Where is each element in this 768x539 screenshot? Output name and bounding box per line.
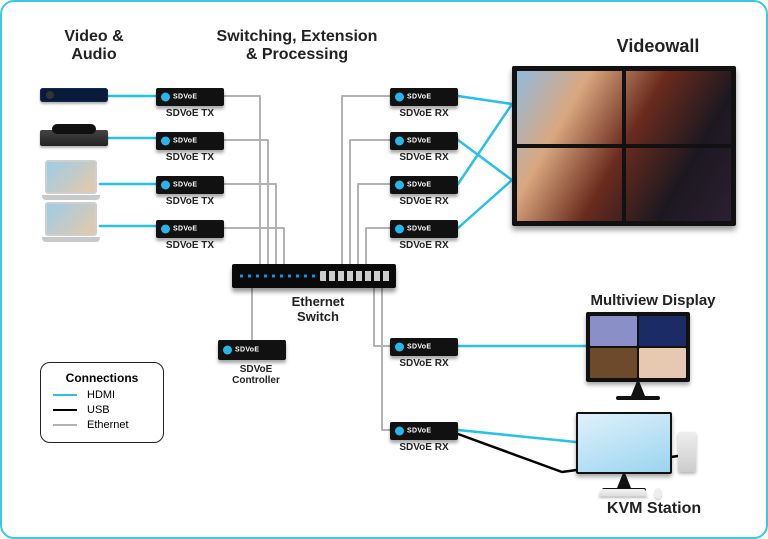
heading: Videowall (598, 36, 718, 57)
legend-row: HDMI (53, 389, 151, 401)
sdvoe-rx-device-label: SDVoE RX (390, 108, 458, 119)
sdvoe-logo-icon (395, 225, 404, 234)
sdvoe-rx-device: SDVoE (390, 422, 458, 440)
legend-row: USB (53, 404, 151, 416)
sdvoe-logo-icon (161, 93, 170, 102)
sdvoe-rx-device-label: SDVoE RX (390, 358, 458, 369)
legend-line (53, 409, 77, 411)
diagram-canvas: Connections HDMI USB Ethernet Video & Audio S… (0, 0, 768, 539)
sdvoe-tx-device: SDVoE (156, 132, 224, 150)
heading: Switching, Extension & Processing (197, 28, 397, 64)
sdvoe-tx-device: SDVoE (156, 176, 224, 194)
legend-row: Ethernet (53, 419, 151, 431)
sdvoe-logo-icon (395, 343, 404, 352)
bluray-player-icon (40, 88, 108, 102)
settop-box-icon (40, 130, 108, 146)
sdvoe-tx-device: SDVoE (156, 220, 224, 238)
sdvoe-logo-text: SDVoE (173, 138, 197, 145)
sdvoe-tx-device: SDVoE (156, 88, 224, 106)
pc-tower-icon (678, 432, 696, 472)
sdvoe-logo-text: SDVoE (407, 344, 431, 351)
sdvoe-logo-text: SDVoE (173, 94, 197, 101)
sdvoe-tx-device-label: SDVoE TX (156, 108, 224, 119)
sdvoe-rx-device-label: SDVoE RX (390, 442, 458, 453)
ethernet-switch (232, 264, 396, 288)
sdvoe-controller-label: SDVoE Controller (224, 364, 288, 386)
legend-label: USB (87, 404, 110, 416)
legend: Connections HDMI USB Ethernet (40, 362, 164, 443)
laptop-icon (42, 202, 100, 242)
sdvoe-tx-device-label: SDVoE TX (156, 196, 224, 207)
sdvoe-rx-device-label: SDVoE RX (390, 196, 458, 207)
kvm-monitor (576, 412, 672, 492)
keyboard-icon (599, 489, 647, 496)
heading: Multiview Display (568, 292, 738, 309)
sdvoe-logo-text: SDVoE (173, 182, 197, 189)
legend-title: Connections (53, 371, 151, 385)
sdvoe-rx-device: SDVoE (390, 88, 458, 106)
laptop-icon (42, 160, 100, 200)
sdvoe-logo-text: SDVoE (173, 226, 197, 233)
sdvoe-logo-text: SDVoE (407, 94, 431, 101)
sdvoe-rx-device-label: SDVoE RX (390, 152, 458, 163)
sdvoe-logo-text: SDVoE (407, 182, 431, 189)
sdvoe-logo-icon (395, 93, 404, 102)
legend-line (53, 424, 77, 426)
sdvoe-rx-device: SDVoE (390, 176, 458, 194)
sdvoe-controller: SDVoE (218, 340, 286, 360)
mouse-icon (654, 488, 662, 499)
sdvoe-tx-device-label: SDVoE TX (156, 240, 224, 251)
sdvoe-tx-device-label: SDVoE TX (156, 152, 224, 163)
multiview-monitor (586, 312, 690, 400)
sdvoe-logo-icon (395, 137, 404, 146)
sdvoe-logo-icon (161, 225, 170, 234)
sdvoe-logo-text: SDVoE (407, 138, 431, 145)
sdvoe-rx-device: SDVoE (390, 220, 458, 238)
sdvoe-rx-device: SDVoE (390, 132, 458, 150)
sdvoe-logo-icon (161, 181, 170, 190)
sdvoe-logo-icon (223, 346, 232, 355)
sdvoe-rx-device-label: SDVoE RX (390, 240, 458, 251)
legend-label: HDMI (87, 389, 115, 401)
sdvoe-rx-device: SDVoE (390, 338, 458, 356)
legend-line (53, 394, 77, 396)
sdvoe-logo-icon (395, 427, 404, 436)
heading: Video & Audio (44, 28, 144, 64)
sdvoe-logo-text: SDVoE (407, 226, 431, 233)
videowall-display (512, 66, 736, 226)
legend-label: Ethernet (87, 419, 129, 431)
sdvoe-logo-text: SDVoE (407, 428, 431, 435)
heading: KVM Station (584, 500, 724, 518)
sdvoe-logo-icon (161, 137, 170, 146)
sdvoe-logo-text: SDVoE (235, 347, 259, 354)
sdvoe-logo-icon (395, 181, 404, 190)
ethernet-switch-label: Ethernet Switch (278, 294, 358, 324)
